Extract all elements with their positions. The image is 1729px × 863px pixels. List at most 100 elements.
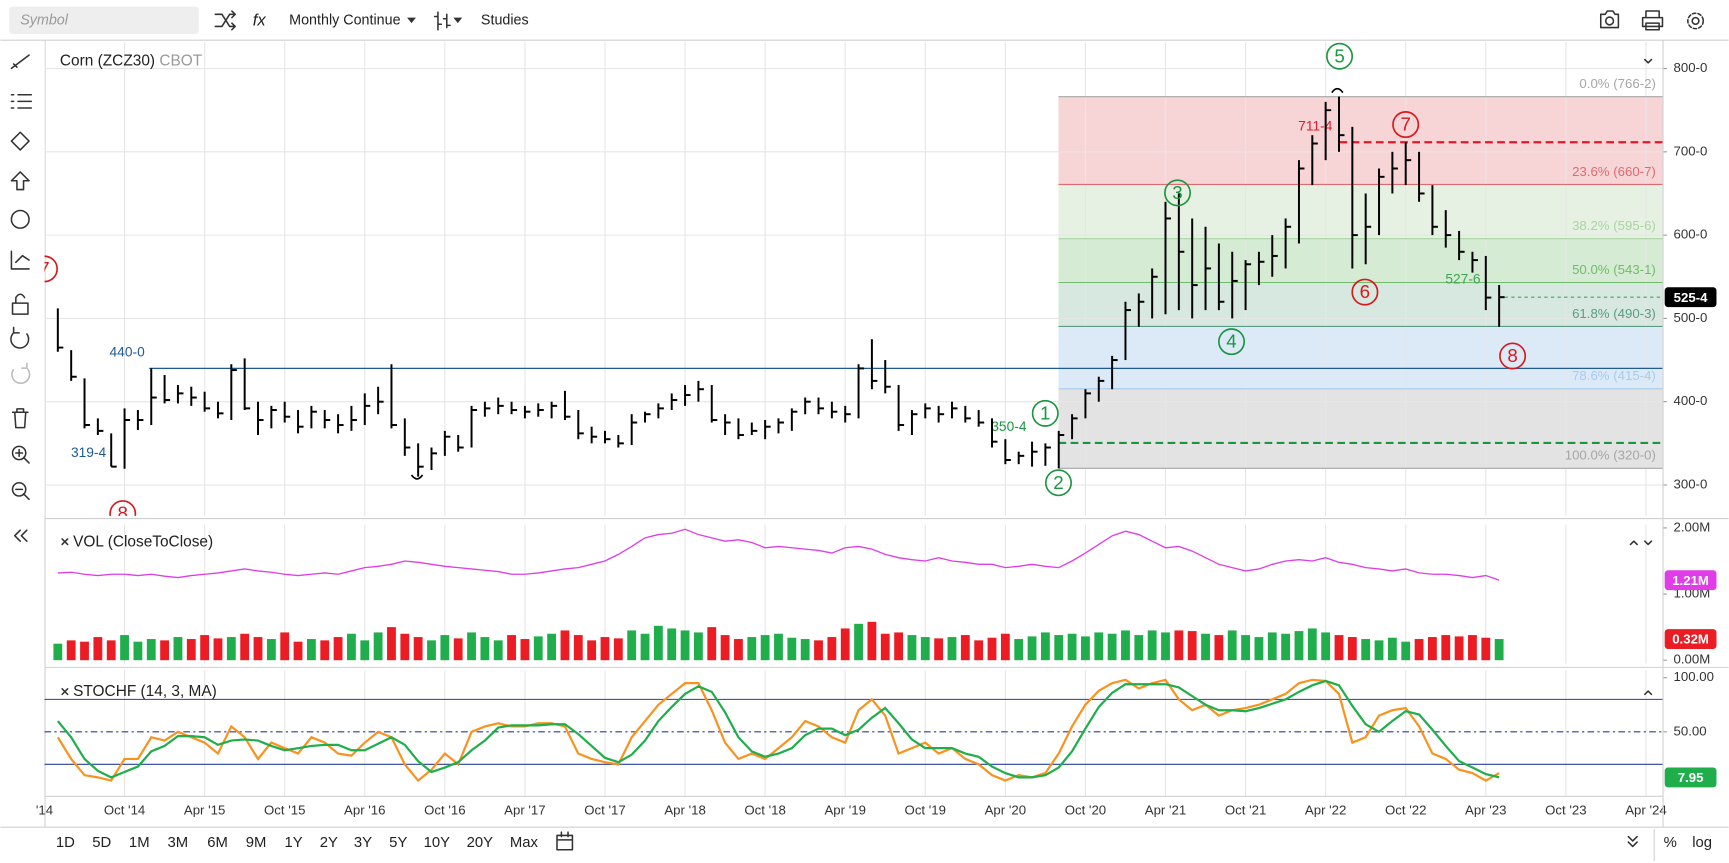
y-tick-label: 700-0: [1673, 143, 1707, 158]
settings-icon[interactable]: [1687, 12, 1705, 30]
x-tick-label: Apr '24: [1625, 803, 1666, 818]
range-button[interactable]: 5Y: [389, 835, 407, 851]
fib-label: 0.0% (766-2): [1579, 76, 1655, 91]
undo-tool[interactable]: [10, 326, 30, 349]
lock-tool[interactable]: [11, 293, 29, 315]
expand-bottom[interactable]: [1627, 835, 1638, 848]
random-icon[interactable]: [214, 10, 236, 31]
price-pane: 0.0% (766-2) 23.6% (660-7) 38.2% (595-6) 50…: [39, 41, 1663, 516]
remove-study[interactable]: [61, 688, 69, 696]
volume-bar: [1428, 637, 1437, 661]
volume-bar: [440, 635, 450, 661]
shape-tool[interactable]: [10, 131, 30, 151]
snapshot-icon[interactable]: [1599, 10, 1620, 29]
x-tick-label: Apr '19: [824, 803, 865, 818]
chart-title: Corn (ZCZ30) CBOT: [60, 53, 203, 70]
range-button[interactable]: 6M: [207, 835, 228, 851]
studies-button[interactable]: Studies: [481, 13, 529, 29]
range-button[interactable]: 2Y: [320, 835, 338, 851]
fib-tool[interactable]: [10, 94, 33, 109]
volume-bar: [867, 621, 877, 661]
pane-toggle[interactable]: [1644, 58, 1653, 64]
volume-bar: [600, 637, 610, 661]
volume-bar: [840, 628, 850, 661]
wave-label: 3: [1172, 182, 1182, 203]
trough-marker: [410, 474, 424, 480]
volume-bar: [947, 637, 957, 661]
volume-bar: [1054, 635, 1064, 661]
arrow-tool[interactable]: [10, 171, 30, 191]
x-tick-label: Oct '21: [1225, 803, 1266, 818]
date-picker[interactable]: [556, 831, 574, 851]
chart-type-icon[interactable]: [433, 11, 451, 31]
zoom-out-tool[interactable]: [11, 481, 27, 497]
fib-zone: [1058, 96, 1663, 185]
volume-bar: [173, 637, 183, 661]
zoom-in-glyph: [15, 448, 30, 464]
drawing-tools: [10, 54, 33, 542]
wave-circle: [109, 500, 137, 516]
range-button[interactable]: Max: [510, 835, 539, 851]
volume-bar: [1094, 632, 1104, 661]
wave-label-tool[interactable]: [10, 209, 30, 229]
volume-bar: [1281, 633, 1291, 661]
volume-bar: [760, 635, 770, 661]
volume-bar: [627, 630, 637, 661]
measure-tool[interactable]: [10, 250, 30, 270]
volume-bar: [1241, 635, 1250, 661]
volume-bar: [1334, 635, 1344, 661]
range-button[interactable]: 10Y: [424, 835, 451, 851]
interval-select[interactable]: Monthly Continue: [289, 13, 400, 29]
x-tick-label: Apr '17: [504, 803, 545, 818]
volume-bar: [974, 640, 984, 661]
volume-bar: [653, 625, 663, 661]
wave-label: 7: [1400, 114, 1410, 135]
volume-bar: [1027, 636, 1037, 661]
volume-bar: [467, 632, 476, 661]
fib-zone: [1058, 238, 1663, 283]
scale-button[interactable]: %: [1664, 835, 1677, 851]
volume-bar: [920, 637, 930, 661]
wave-circle: [1044, 469, 1072, 497]
fib-label: 100.0% (320-0): [1565, 448, 1656, 463]
wave-label: 1: [1040, 402, 1050, 423]
wave-label: 7: [39, 258, 49, 279]
wave-label: 8: [1507, 345, 1517, 366]
collapse-sidebar[interactable]: [13, 529, 28, 542]
y-tick-label: 0.00M: [1673, 652, 1710, 667]
trendline-tool[interactable]: [10, 54, 30, 70]
range-button[interactable]: 5D: [92, 835, 111, 851]
volume-bar: [1174, 630, 1184, 661]
range-button[interactable]: 1Y: [284, 835, 302, 851]
wave-circle: [44, 255, 58, 283]
range-button[interactable]: 3Y: [354, 835, 372, 851]
print-icon[interactable]: [1641, 10, 1664, 31]
range-button[interactable]: 9M: [246, 835, 267, 851]
formula-button[interactable]: fx: [253, 10, 267, 29]
last-value-badge: [1664, 767, 1717, 788]
range-button[interactable]: 1M: [129, 835, 150, 851]
symbol-name: Corn (ZCZ30): [60, 53, 155, 70]
delete-tool[interactable]: [11, 408, 29, 429]
volume-bar: [747, 637, 757, 661]
wave-circle: [1164, 179, 1192, 207]
volume-bar: [1214, 635, 1224, 661]
pane-toggle[interactable]: [1629, 540, 1653, 546]
symbol-input[interactable]: [9, 6, 199, 35]
scale-button[interactable]: log: [1692, 835, 1712, 851]
remove-study[interactable]: [61, 538, 69, 546]
settings-hub: [1691, 16, 1700, 26]
volume-bar: [1121, 630, 1130, 661]
volume-bar: [213, 638, 223, 661]
stoch-line: [56, 678, 1500, 783]
volume-bar: [1361, 639, 1371, 661]
range-button[interactable]: 20Y: [467, 835, 494, 851]
redo-tool[interactable]: [11, 362, 31, 385]
pane-toggle[interactable]: [1644, 690, 1653, 696]
range-button[interactable]: 1D: [56, 835, 75, 851]
volume-bar: [160, 640, 170, 661]
fib-label: 78.6% (415-4): [1572, 368, 1656, 383]
stoch-grid: [43, 670, 1647, 796]
zoom-in-tool[interactable]: [11, 445, 27, 461]
range-button[interactable]: 3M: [168, 835, 189, 851]
